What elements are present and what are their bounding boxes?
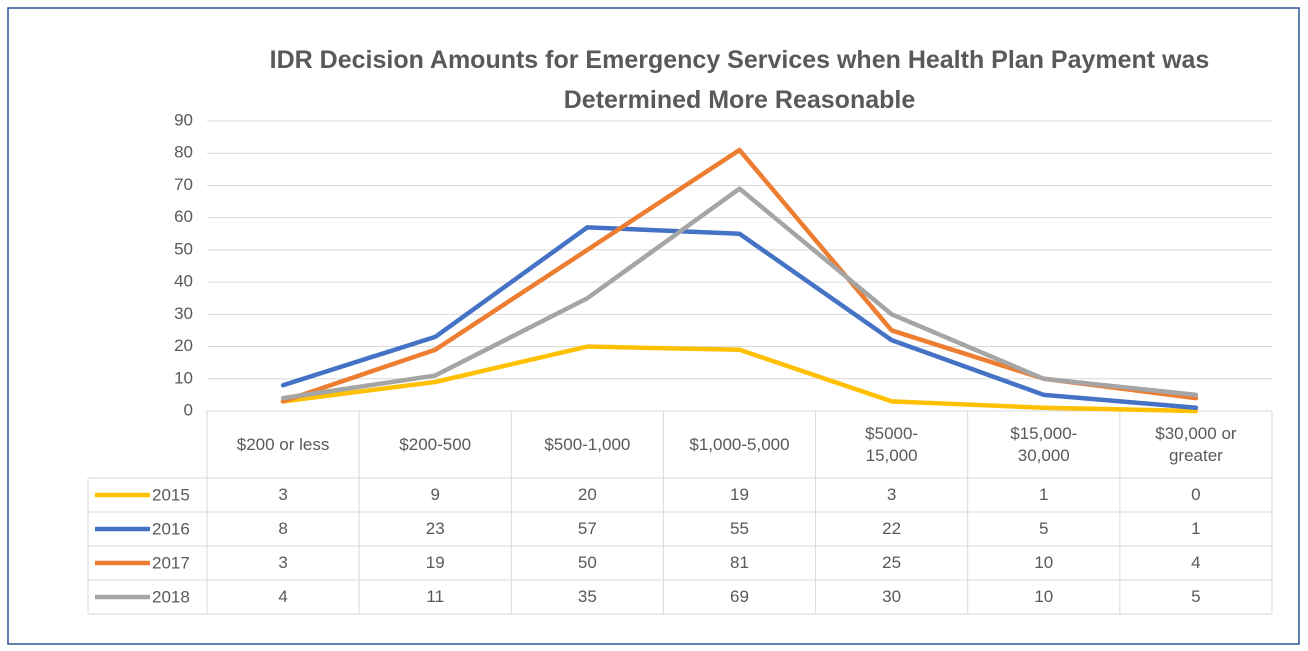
table-value: 0	[1191, 485, 1201, 504]
table-value: 50	[577, 553, 597, 572]
y-tick-label: 60	[174, 207, 193, 226]
table-value: 4	[278, 587, 288, 606]
series-line	[280, 225, 1199, 411]
x-tick-label: $30,000 or greater	[1155, 423, 1237, 465]
y-tick-label: 40	[174, 272, 193, 291]
y-tick-label: 90	[174, 110, 193, 129]
table-value: 30	[882, 587, 902, 606]
y-tick-label: 10	[174, 368, 193, 387]
series-line	[280, 186, 1199, 401]
table-value: 69	[730, 587, 749, 606]
table-value: 1	[1191, 519, 1201, 538]
y-tick-label: 0	[184, 400, 193, 419]
table-value: 4	[1191, 553, 1201, 572]
series-line	[280, 344, 1199, 414]
legend-label: 2015	[152, 485, 190, 504]
table-value: 1	[1039, 485, 1049, 504]
table-value: 22	[882, 519, 902, 538]
table-value: 10	[1034, 587, 1054, 606]
table-value: 11	[426, 587, 445, 606]
y-tick-label: 30	[174, 304, 193, 323]
y-tick-label: 20	[174, 336, 193, 355]
table-value: 57	[577, 519, 597, 538]
table-value: 23	[425, 519, 445, 538]
table-value: 5	[1039, 519, 1049, 538]
x-tick-label: $5000- 15,000	[865, 423, 919, 465]
x-tick-label: $200-500	[399, 434, 472, 454]
legend-label: 2018	[152, 587, 190, 606]
table-value: 3	[886, 485, 897, 504]
table-value: 55	[730, 519, 749, 538]
table-value: 3	[278, 485, 288, 504]
table-value: 8	[278, 519, 288, 538]
y-tick-label: 50	[174, 239, 193, 258]
x-tick-label: $200 or less	[236, 434, 330, 454]
table-value: 10	[1034, 553, 1054, 572]
x-tick-label: $15,000- 30,000	[1010, 423, 1078, 465]
table-value: 20	[577, 485, 597, 504]
y-tick-label: 70	[174, 175, 193, 194]
legend-label: 2017	[152, 553, 190, 572]
legend-label: 2016	[152, 519, 190, 538]
table-value: 35	[577, 587, 597, 606]
frame	[7, 7, 1300, 645]
x-tick-label: $1,000-5,000	[689, 434, 790, 454]
table-value: 9	[430, 485, 440, 504]
table-value: 3	[278, 553, 288, 572]
table-value: 25	[882, 553, 902, 572]
chart-title: IDR Decision Amounts for Emergency Servi…	[269, 46, 1210, 114]
table-value: 5	[1191, 587, 1201, 606]
table-value: 19	[730, 485, 749, 504]
y-tick-label: 80	[174, 143, 193, 162]
table-value: 19	[425, 553, 445, 572]
table-value: 81	[730, 553, 749, 572]
x-tick-label: $500-1,000	[544, 434, 631, 454]
